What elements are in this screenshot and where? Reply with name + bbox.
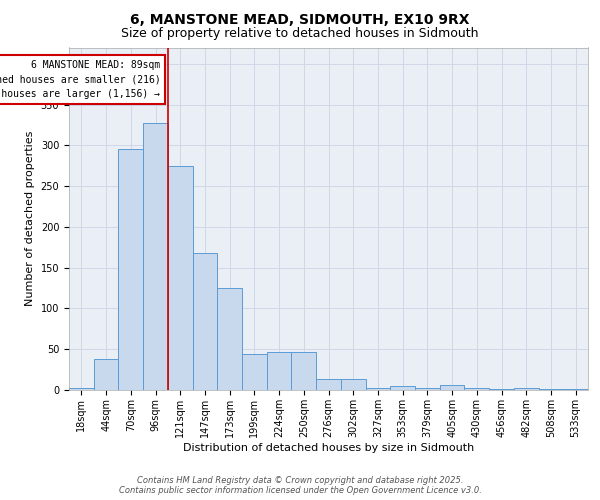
Text: Contains HM Land Registry data © Crown copyright and database right 2025.
Contai: Contains HM Land Registry data © Crown c… xyxy=(119,476,481,495)
Bar xyxy=(168,166,193,390)
Bar xyxy=(341,378,365,390)
Bar xyxy=(563,389,588,390)
Bar xyxy=(118,150,143,390)
Text: Size of property relative to detached houses in Sidmouth: Size of property relative to detached ho… xyxy=(121,28,479,40)
Bar xyxy=(217,288,242,390)
Bar xyxy=(267,352,292,390)
Bar xyxy=(440,385,464,390)
Bar xyxy=(316,380,341,390)
Y-axis label: Number of detached properties: Number of detached properties xyxy=(25,131,35,306)
Bar xyxy=(464,388,489,390)
Bar xyxy=(415,388,440,390)
Bar xyxy=(94,359,118,390)
Bar xyxy=(514,388,539,390)
Bar xyxy=(143,122,168,390)
Bar xyxy=(539,389,563,390)
Bar xyxy=(69,388,94,390)
Bar xyxy=(242,354,267,390)
Bar xyxy=(489,389,514,390)
X-axis label: Distribution of detached houses by size in Sidmouth: Distribution of detached houses by size … xyxy=(183,442,474,452)
Bar xyxy=(390,386,415,390)
Bar xyxy=(292,352,316,390)
Bar xyxy=(193,253,217,390)
Text: 6 MANSTONE MEAD: 89sqm
← 16% of detached houses are smaller (216)
84% of semi-de: 6 MANSTONE MEAD: 89sqm ← 16% of detached… xyxy=(0,60,160,100)
Bar xyxy=(365,388,390,390)
Text: 6, MANSTONE MEAD, SIDMOUTH, EX10 9RX: 6, MANSTONE MEAD, SIDMOUTH, EX10 9RX xyxy=(130,12,470,26)
